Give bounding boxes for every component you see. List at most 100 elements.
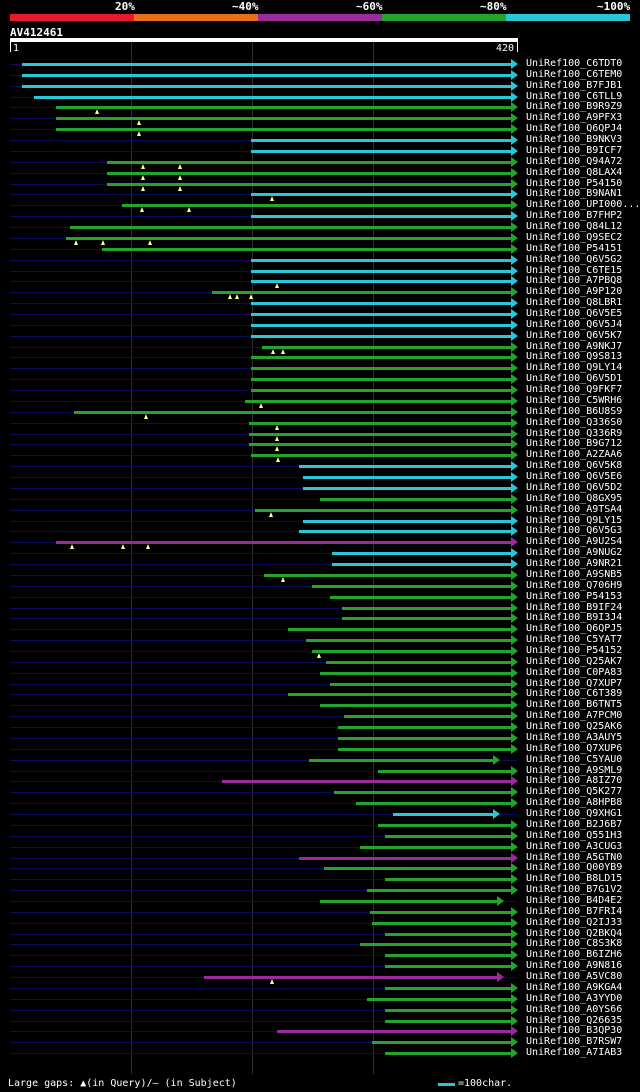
- hit-label[interactable]: UniRef100_B7FHP2: [526, 210, 623, 222]
- hit-row[interactable]: UniRef100_Q6QPJ4: [0, 123, 640, 137]
- hit-alignment-bar[interactable]: [360, 845, 511, 849]
- hit-alignment-bar[interactable]: [378, 769, 511, 773]
- hit-label[interactable]: UniRef100_B2J6B7: [526, 818, 623, 830]
- hit-alignment-bar[interactable]: [251, 334, 511, 338]
- hit-alignment-bar[interactable]: [333, 791, 511, 795]
- hit-row[interactable]: UniRef100_A5GTN0: [0, 852, 640, 864]
- hit-alignment-bar[interactable]: [303, 519, 511, 523]
- hit-row[interactable]: UniRef100_Q336S0: [0, 417, 640, 430]
- hit-label[interactable]: UniRef100_A9N816: [526, 960, 623, 972]
- hit-row[interactable]: UniRef100_Q6V5J4: [0, 319, 640, 331]
- hit-row[interactable]: UniRef100_C6TDT0: [0, 58, 640, 70]
- hit-label[interactable]: UniRef100_A5VC80: [526, 971, 623, 983]
- hit-label[interactable]: UniRef100_Q8LAX4: [526, 166, 623, 178]
- hit-row[interactable]: UniRef100_Q6V5D1: [0, 373, 640, 385]
- hit-alignment-bar[interactable]: [298, 530, 511, 534]
- hit-label[interactable]: UniRef100_Q25AK7: [526, 655, 623, 667]
- hit-label[interactable]: UniRef100_B9I3J4: [526, 612, 623, 624]
- hit-alignment-bar[interactable]: [122, 204, 511, 208]
- hit-label[interactable]: UniRef100_Q6V5E6: [526, 471, 623, 483]
- hit-label[interactable]: UniRef100_B9R9Z9: [526, 101, 623, 113]
- hit-label[interactable]: UniRef100_A9P120: [526, 286, 623, 298]
- hit-row[interactable]: UniRef100_Q8LAX4: [0, 166, 640, 180]
- hit-label[interactable]: UniRef100_A9SML9: [526, 764, 623, 776]
- hit-row[interactable]: UniRef100_Q94A72: [0, 156, 640, 169]
- hit-row[interactable]: UniRef100_C6TLL9: [0, 91, 640, 103]
- hit-row[interactable]: UniRef100_A9TSA4: [0, 504, 640, 517]
- hit-alignment-bar[interactable]: [251, 269, 511, 273]
- hit-alignment-bar[interactable]: [332, 563, 511, 567]
- hit-alignment-bar[interactable]: [385, 878, 511, 882]
- hit-label[interactable]: UniRef100_A3YYD0: [526, 992, 623, 1004]
- hit-row[interactable]: UniRef100_B9IF24: [0, 602, 640, 614]
- hit-alignment-bar[interactable]: [251, 323, 511, 327]
- hit-row[interactable]: UniRef100_A3YYD0: [0, 992, 640, 1005]
- hit-label[interactable]: UniRef100_C6TEM0: [526, 68, 623, 80]
- hit-label[interactable]: UniRef100_Q26635: [526, 1014, 623, 1026]
- hit-alignment-bar[interactable]: [106, 171, 511, 175]
- hit-alignment-bar[interactable]: [73, 410, 511, 414]
- hit-label[interactable]: UniRef100_Q336R9: [526, 427, 623, 439]
- hit-row[interactable]: UniRef100_C5YAU0: [0, 753, 640, 766]
- hit-alignment-bar[interactable]: [372, 1041, 511, 1045]
- hit-row[interactable]: UniRef100_A9NR21: [0, 558, 640, 570]
- hit-alignment-bar[interactable]: [245, 399, 511, 403]
- hit-alignment-bar[interactable]: [338, 747, 511, 751]
- hit-alignment-bar[interactable]: [341, 606, 511, 610]
- hit-alignment-bar[interactable]: [320, 899, 497, 903]
- hit-row[interactable]: UniRef100_A9SML9: [0, 764, 640, 777]
- hit-alignment-bar[interactable]: [385, 1019, 511, 1023]
- hit-row[interactable]: UniRef100_B6TNT5: [0, 699, 640, 711]
- hit-row[interactable]: UniRef100_Q26635: [0, 1014, 640, 1027]
- hit-label[interactable]: UniRef100_A9NUG2: [526, 547, 623, 559]
- hit-alignment-bar[interactable]: [249, 443, 511, 447]
- hit-label[interactable]: UniRef100_Q9FKF7: [526, 384, 623, 396]
- hit-alignment-bar[interactable]: [311, 584, 511, 588]
- hit-alignment-bar[interactable]: [326, 660, 511, 664]
- hit-alignment-bar[interactable]: [385, 965, 511, 969]
- hit-row[interactable]: UniRef100_P54152: [0, 644, 640, 658]
- hit-alignment-bar[interactable]: [106, 160, 511, 164]
- hit-alignment-bar[interactable]: [249, 421, 511, 425]
- hit-row[interactable]: UniRef100_Q2IJ33: [0, 917, 640, 929]
- hit-alignment-bar[interactable]: [287, 628, 511, 632]
- hit-label[interactable]: UniRef100_B6TNT5: [526, 699, 623, 711]
- hit-row[interactable]: UniRef100_B7RSW7: [0, 1036, 640, 1048]
- hit-label[interactable]: UniRef100_B3QP30: [526, 1025, 623, 1037]
- hit-alignment-bar[interactable]: [305, 639, 511, 643]
- hit-label[interactable]: UniRef100_C5YAU0: [526, 753, 623, 765]
- hit-alignment-bar[interactable]: [101, 247, 511, 251]
- hit-row[interactable]: UniRef100_C6TE15: [0, 265, 640, 277]
- hit-row[interactable]: UniRef100_Q9SEC2: [0, 232, 640, 245]
- hit-alignment-bar[interactable]: [70, 226, 511, 230]
- hit-alignment-bar[interactable]: [298, 465, 511, 469]
- hit-row[interactable]: UniRef100_A8HPB8: [0, 797, 640, 809]
- hit-alignment-bar[interactable]: [106, 182, 511, 186]
- hit-alignment-bar[interactable]: [251, 149, 511, 153]
- hit-label[interactable]: UniRef100_Q6V5D1: [526, 373, 623, 385]
- hit-label[interactable]: UniRef100_Q6V5K7: [526, 329, 623, 341]
- hit-row[interactable]: UniRef100_A9P120: [0, 286, 640, 300]
- hit-label[interactable]: UniRef100_P54153: [526, 590, 623, 602]
- hit-alignment-bar[interactable]: [298, 856, 511, 860]
- hit-label[interactable]: UniRef100_B9G712: [526, 438, 623, 450]
- hit-row[interactable]: UniRef100_B7FHP2: [0, 210, 640, 222]
- hit-alignment-bar[interactable]: [385, 834, 511, 838]
- hit-label[interactable]: UniRef100_C6T389: [526, 688, 623, 700]
- hit-label[interactable]: UniRef100_C6TDT0: [526, 58, 623, 69]
- hit-label[interactable]: UniRef100_A9SNB5: [526, 568, 623, 580]
- hit-label[interactable]: UniRef100_A7PBQ8: [526, 275, 623, 287]
- hit-label[interactable]: UniRef100_Q00YB9: [526, 862, 623, 874]
- hit-row[interactable]: UniRef100_B3QP30: [0, 1025, 640, 1037]
- hit-row[interactable]: UniRef100_B8LD15: [0, 873, 640, 885]
- hit-label[interactable]: UniRef100_P54152: [526, 644, 623, 656]
- hit-alignment-bar[interactable]: [65, 236, 511, 240]
- hit-label[interactable]: UniRef100_Q25AK6: [526, 721, 623, 733]
- hit-row[interactable]: UniRef100_B9NKV3: [0, 134, 640, 146]
- hit-alignment-bar[interactable]: [338, 736, 511, 740]
- hit-alignment-bar[interactable]: [309, 758, 493, 762]
- hit-alignment-bar[interactable]: [320, 704, 511, 708]
- hit-alignment-bar[interactable]: [385, 986, 511, 990]
- hit-row[interactable]: UniRef100_B2J6B7: [0, 818, 640, 831]
- hit-alignment-bar[interactable]: [222, 780, 511, 784]
